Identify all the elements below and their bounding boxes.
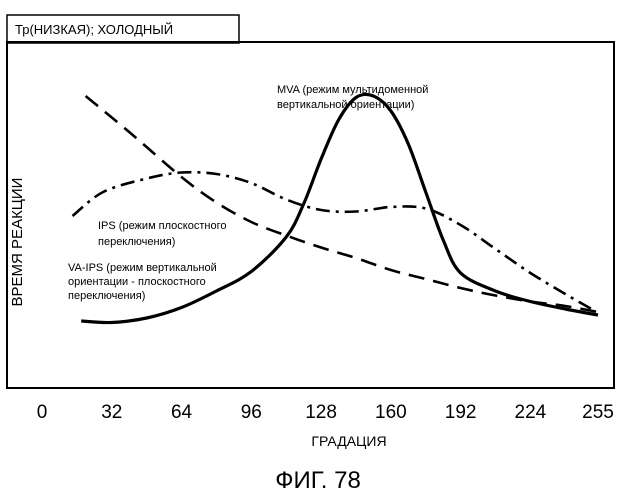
annotation-ips-line-2: переключения) xyxy=(98,236,175,248)
annotation-ips: IPS (режим плоскостного переключения) xyxy=(98,220,226,248)
series-va-ips-line xyxy=(81,94,598,322)
annotation-mva-line-1: MVA (режим мультидоменной xyxy=(277,84,428,96)
x-tick-64: 64 xyxy=(171,402,193,423)
x-tick-160: 160 xyxy=(375,402,407,423)
annotation-mva: MVA (режим мультидоменной вертикальной ор… xyxy=(277,84,428,111)
annotation-ips-line-1: IPS (режим плоскостного xyxy=(98,220,226,232)
annotation-mva-line-2: вертикальной ориентации) xyxy=(277,99,414,111)
figure-caption: ФИГ. 78 xyxy=(275,467,361,494)
x-tick-96: 96 xyxy=(241,402,262,423)
x-tick-128: 128 xyxy=(305,402,337,423)
x-tick-32: 32 xyxy=(101,402,122,423)
x-tick-192: 192 xyxy=(445,402,477,423)
x-tick-labels: 0 32 64 96 128 160 192 224 255 xyxy=(37,402,614,423)
annotation-va-ips-line-3: переключения) xyxy=(68,290,145,302)
x-tick-224: 224 xyxy=(515,402,547,423)
x-tick-0: 0 xyxy=(37,402,48,423)
x-tick-255: 255 xyxy=(582,402,614,423)
series-layer xyxy=(73,94,599,322)
y-axis-label: ВРЕМЯ РЕАКЦИИ xyxy=(9,178,26,307)
annotation-va-ips-line-1: VA-IPS (режим вертикальной xyxy=(68,262,217,274)
annotation-va-ips-line-2: ориентации - плоскостного xyxy=(68,276,206,288)
condition-tag-text: Тр(НИЗКАЯ); ХОЛОДНЫЙ xyxy=(15,22,173,37)
x-axis-label: ГРАДАЦИЯ xyxy=(311,433,386,449)
annotation-va-ips: VA-IPS (режим вертикальной ориентации - п… xyxy=(68,262,217,302)
